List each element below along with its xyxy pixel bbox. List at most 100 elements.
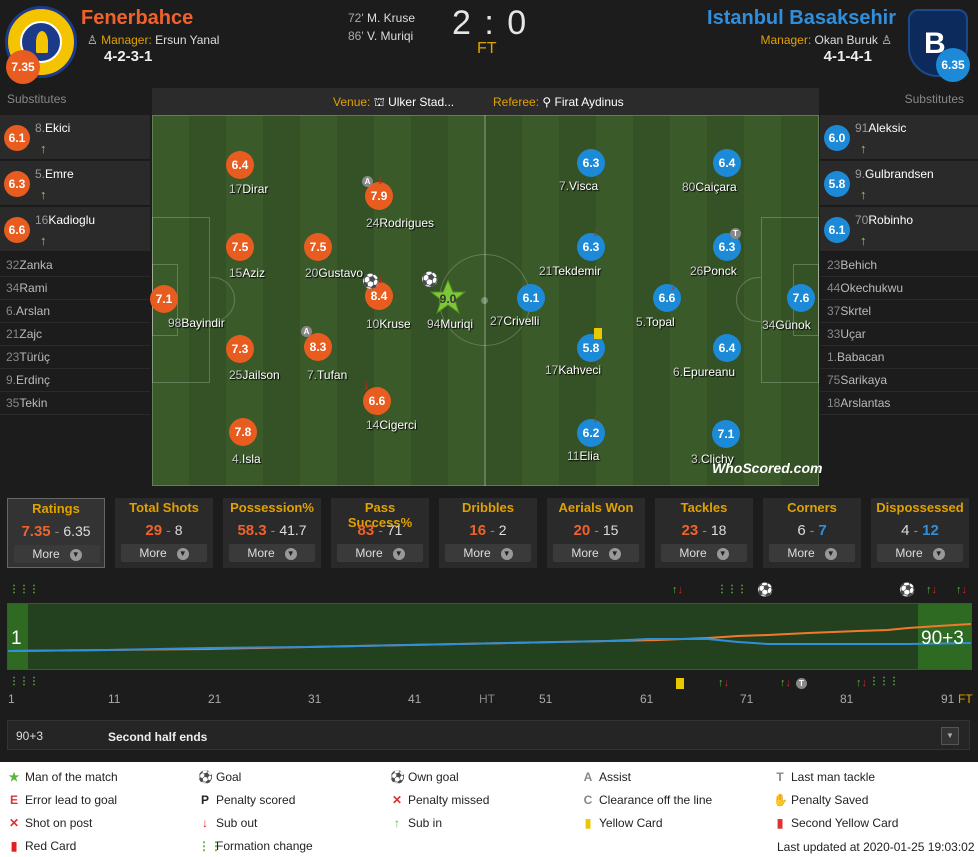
player-name[interactable]: 7.Visca <box>559 179 599 193</box>
substitute-row[interactable]: 5.8 9.Gulbrandsen ↑ <box>820 161 978 206</box>
away-team-name[interactable]: Istanbul Basaksehir <box>707 7 896 29</box>
stat-box[interactable]: Aerials Won 20-15 More ▼ <box>547 498 645 568</box>
stat-more-button[interactable]: More ▼ <box>14 545 100 563</box>
commentary-text: Second half ends <box>108 730 208 744</box>
player-rating[interactable]: 6.3 <box>577 233 605 261</box>
player-name[interactable]: 21Tekdemir <box>539 264 602 278</box>
stat-box[interactable]: Corners 6-7 More ▼ <box>763 498 861 568</box>
player-name[interactable]: 24Rodrigues <box>366 216 435 230</box>
player-rating[interactable]: 5.8 <box>577 334 605 362</box>
legend-icon: ▮ <box>776 816 784 830</box>
bench-player[interactable]: 33Uçar <box>820 323 978 346</box>
substitution-icon: ↑↓ <box>780 677 791 689</box>
player-name[interactable]: 10Kruse <box>366 317 411 331</box>
player-rating[interactable]: 6.2 <box>577 419 605 447</box>
substitute-row[interactable]: 6.3 5.Emre ↑ <box>0 161 150 206</box>
player-rating[interactable]: 7.6 <box>787 284 815 312</box>
player-rating[interactable]: 7.9 <box>365 182 393 210</box>
player-name[interactable]: 80Caiçara <box>682 180 737 194</box>
player-name[interactable]: 98Bayindir <box>168 316 225 330</box>
commentary-bar[interactable]: 90+3 Second half ends ▼ <box>7 720 970 750</box>
bench-player[interactable]: 44Okechukwu <box>820 277 978 300</box>
bench-player[interactable]: 34Rami <box>0 277 150 300</box>
player-rating[interactable]: 7.5 <box>304 233 332 261</box>
stat-more-button[interactable]: More ▼ <box>337 544 423 562</box>
player-name[interactable]: 15Aziz <box>229 266 266 280</box>
player-name[interactable]: 4.Isla <box>232 452 261 466</box>
pitch: Venue: ⛫ Ulker Stad... Referee: ⚲ Firat … <box>150 88 822 486</box>
player-rating[interactable]: 7.1 <box>150 285 178 313</box>
player-name[interactable]: 17Kahveci <box>545 363 602 377</box>
stat-more-button[interactable]: More ▼ <box>553 544 639 562</box>
substitute-row[interactable]: 6.1 70Robinho ↑ <box>820 207 978 252</box>
player-name[interactable]: 3.Clichy <box>691 452 734 466</box>
player-rating[interactable]: 6.4 <box>226 151 254 179</box>
timeline-tick: 81 <box>840 692 854 706</box>
player-name[interactable]: 14Cigerci <box>366 418 417 432</box>
player-name[interactable]: 5.Topal <box>636 315 675 329</box>
player-name[interactable]: 17Dirar <box>229 182 269 196</box>
stat-more-button[interactable]: More ▼ <box>877 544 963 562</box>
match-timeline[interactable]: 1 90+3 <box>7 603 972 670</box>
bench-player[interactable]: 75Sarikaya <box>820 369 978 392</box>
chevron-down-icon: ▼ <box>716 547 729 560</box>
player-rating[interactable]: 7.8 <box>229 418 257 446</box>
stat-more-button[interactable]: More ▼ <box>121 544 207 562</box>
goal-icon: ⚽ <box>421 271 439 287</box>
player-name[interactable]: 34Günok <box>762 318 811 332</box>
bench-player[interactable]: 32Zanka <box>0 254 150 277</box>
player-rating[interactable]: 6.4 <box>713 334 741 362</box>
player-name[interactable]: 25Jailson <box>229 368 280 382</box>
man-of-the-match-star[interactable] <box>429 278 467 315</box>
player-rating[interactable]: 6.3 <box>577 149 605 177</box>
player-name[interactable]: 7.Tufan <box>307 368 348 382</box>
stat-more-button[interactable]: More ▼ <box>769 544 855 562</box>
player-rating[interactable]: 8.3 <box>304 333 332 361</box>
sub-out-icon: ↓ <box>377 172 384 187</box>
player-rating[interactable]: 6.1 <box>517 284 545 312</box>
stat-more-button[interactable]: More ▼ <box>229 544 315 562</box>
player-name[interactable]: 20Gustavo <box>305 266 364 280</box>
stat-box[interactable]: Ratings 7.35-6.35 More ▼ <box>7 498 105 568</box>
bench-player[interactable]: 23Behich <box>820 254 978 277</box>
bench-player[interactable]: 18Arslantas <box>820 392 978 415</box>
commentary-dropdown-button[interactable]: ▼ <box>941 727 959 745</box>
bench-player[interactable]: 6.Arslan <box>0 300 150 323</box>
stat-box[interactable]: Dribbles 16-2 More ▼ <box>439 498 537 568</box>
player-rating[interactable]: 8.4 <box>365 282 393 310</box>
player-rating[interactable]: 6.3 <box>713 233 741 261</box>
substitute-row[interactable]: 6.0 91Aleksic ↑ <box>820 115 978 160</box>
player-rating[interactable]: 6.4 <box>713 149 741 177</box>
player-rating[interactable]: 7.3 <box>226 335 254 363</box>
legend-icon: ⚽ <box>198 770 213 784</box>
home-team-name[interactable]: Fenerbahce <box>81 7 194 29</box>
bench-player[interactable]: 9.Erdinç <box>0 369 150 392</box>
player-rating[interactable]: 6.6 <box>363 387 391 415</box>
bench-player[interactable]: 21Zajc <box>0 323 150 346</box>
bench-player[interactable]: 1.Babacan <box>820 346 978 369</box>
stat-box[interactable]: Total Shots 29-8 More ▼ <box>115 498 213 568</box>
player-name[interactable]: 11Elia <box>567 449 600 463</box>
commentary-minute: 90+3 <box>16 729 44 743</box>
stat-box[interactable]: Dispossessed 4-12 More ▼ <box>871 498 969 568</box>
player-rating[interactable]: 7.1 <box>712 420 740 448</box>
stat-more-button[interactable]: More ▼ <box>661 544 747 562</box>
substitute-row[interactable]: 6.6 16Kadioglu ↑ <box>0 207 150 252</box>
legend-icon: ★ <box>8 770 20 784</box>
player-name[interactable]: 26Ponck <box>690 264 737 278</box>
substitute-row[interactable]: 6.1 8.Ekici ↑ <box>0 115 150 160</box>
player-name[interactable]: 94Muriqi <box>427 317 474 331</box>
scorer-1: 72' M. Kruse <box>348 11 415 25</box>
legend-item: ⚽ Goal <box>198 770 242 784</box>
stat-box[interactable]: Pass Success% 83-71 More ▼ <box>331 498 429 568</box>
stat-box[interactable]: Possession% 58.3-41.7 More ▼ <box>223 498 321 568</box>
bench-player[interactable]: 23Türüç <box>0 346 150 369</box>
player-name[interactable]: 6.Epureanu <box>673 365 736 379</box>
player-name[interactable]: 27Crivelli <box>490 314 540 328</box>
player-rating[interactable]: 6.6 <box>653 284 681 312</box>
stat-more-button[interactable]: More ▼ <box>445 544 531 562</box>
bench-player[interactable]: 37Skrtel <box>820 300 978 323</box>
bench-player[interactable]: 35Tekin <box>0 392 150 415</box>
stat-box[interactable]: Tackles 23-18 More ▼ <box>655 498 753 568</box>
player-rating[interactable]: 7.5 <box>226 233 254 261</box>
